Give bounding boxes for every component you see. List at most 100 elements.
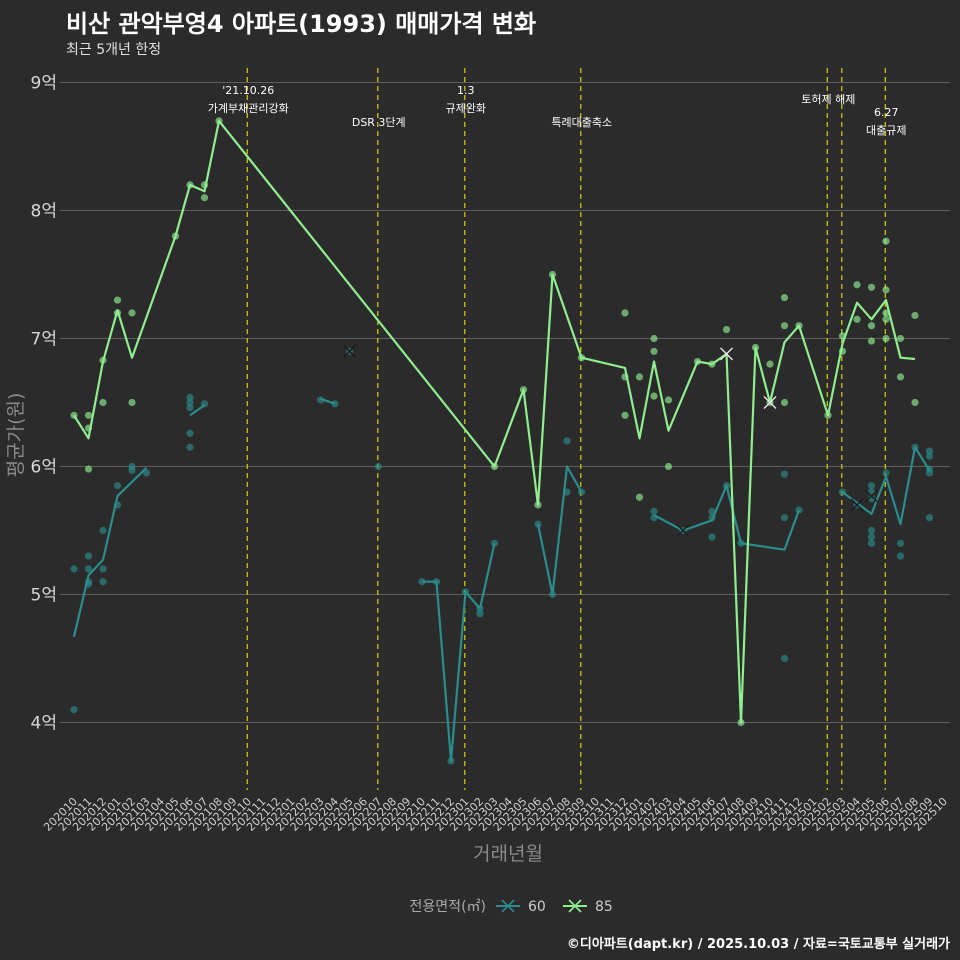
- x-marker: [676, 524, 690, 537]
- data-point: [316, 396, 325, 404]
- y-tick-label: 9억: [31, 74, 57, 94]
- data-point: [780, 293, 789, 302]
- event-annotation: 가계부채관리강화: [208, 102, 289, 115]
- data-point: [882, 315, 890, 323]
- series-layer: [70, 117, 934, 765]
- y-tick-label: 8억: [31, 202, 57, 222]
- chart-title: 비산 관악부영4 아파트(1993) 매매가격 변화: [66, 10, 537, 38]
- legend: 전용면적(㎡) 60 85: [410, 899, 613, 915]
- legend-swatch-x: [568, 899, 582, 913]
- data-point: [867, 526, 876, 535]
- data-point: [99, 565, 107, 573]
- x-marker: [720, 347, 733, 361]
- data-point: [911, 398, 919, 407]
- data-point: [99, 526, 107, 535]
- data-point: [882, 286, 890, 294]
- data-point: [925, 514, 934, 522]
- data-point: [867, 488, 876, 496]
- x-marker: [850, 498, 864, 512]
- series-line: [72, 467, 148, 637]
- data-point: [925, 452, 934, 460]
- data-point: [186, 393, 194, 401]
- data-point: [70, 565, 78, 573]
- legend-label: 85: [595, 899, 613, 915]
- data-point: [650, 347, 658, 355]
- event-annotation: 규제완화: [446, 102, 486, 115]
- x-marker: [763, 396, 777, 409]
- legend-label: 60: [528, 899, 546, 915]
- y-axis-title: 평균가(원): [5, 393, 27, 478]
- data-point: [911, 311, 919, 320]
- data-point: [780, 470, 789, 478]
- data-point: [867, 283, 876, 291]
- x-axis-title: 거래년월: [473, 843, 543, 865]
- data-point: [896, 539, 905, 547]
- series-60: [70, 344, 934, 765]
- y-tick-label: 7억: [31, 330, 57, 350]
- event-annotation: '21.10.26: [222, 84, 274, 97]
- data-point: [708, 533, 716, 541]
- data-point: [142, 469, 151, 477]
- data-point: [766, 360, 774, 368]
- event-annotation: 1.3: [457, 84, 475, 97]
- data-point: [374, 462, 383, 471]
- series-85: [70, 117, 919, 727]
- legend-swatch-x: [501, 899, 515, 913]
- series-line: [73, 119, 916, 724]
- data-point: [84, 411, 93, 419]
- event-annotation: 토허제 해제: [801, 92, 855, 106]
- data-point: [867, 539, 876, 547]
- data-point: [70, 706, 78, 714]
- data-point: [780, 514, 789, 522]
- data-point: [99, 578, 107, 586]
- data-point: [621, 411, 629, 419]
- data-point: [186, 404, 194, 412]
- data-point: [99, 398, 107, 407]
- series-line: [841, 446, 931, 526]
- data-point: [664, 396, 673, 404]
- data-point: [853, 315, 861, 323]
- x-marker: [343, 344, 356, 358]
- data-point: [925, 447, 934, 455]
- data-point: [708, 507, 716, 515]
- data-point: [664, 462, 673, 471]
- data-point: [650, 334, 658, 343]
- data-point: [635, 493, 644, 501]
- x-marker: [865, 489, 878, 503]
- data-point: [780, 654, 789, 663]
- data-point: [200, 194, 209, 202]
- data-point: [882, 237, 890, 245]
- data-point: [186, 443, 194, 451]
- y-tick-label: 6억: [31, 458, 57, 478]
- data-point: [722, 325, 731, 334]
- data-point: [113, 482, 122, 490]
- data-point: [867, 482, 876, 490]
- data-point: [476, 610, 484, 618]
- y-tick-label: 4억: [31, 714, 57, 734]
- data-point: [853, 281, 861, 289]
- series-line: [189, 404, 206, 417]
- series-line: [536, 465, 583, 596]
- chart-subtitle: 최근 5개년 한정: [66, 42, 162, 58]
- data-point: [621, 309, 629, 317]
- data-point: [84, 552, 93, 560]
- gridlines: [60, 82, 950, 723]
- data-point: [867, 533, 876, 541]
- event-annotation: 특례대출축소: [551, 116, 612, 129]
- series-line: [320, 397, 336, 405]
- series-line: [422, 543, 496, 762]
- event-annotation: 6.27: [874, 106, 899, 119]
- legend-title: 전용면적(㎡): [410, 899, 486, 915]
- data-point: [186, 429, 194, 437]
- data-point: [925, 469, 934, 477]
- data-point: [84, 465, 93, 473]
- data-point: [113, 296, 122, 304]
- event-annotation: DSR 3단계: [352, 116, 406, 129]
- data-point: [780, 398, 789, 407]
- y-axis-ticks: 4억 5억 6억 7억 8억 9억: [31, 74, 57, 734]
- data-point: [882, 334, 890, 343]
- data-point: [128, 398, 136, 407]
- y-tick-label: 5억: [31, 586, 57, 606]
